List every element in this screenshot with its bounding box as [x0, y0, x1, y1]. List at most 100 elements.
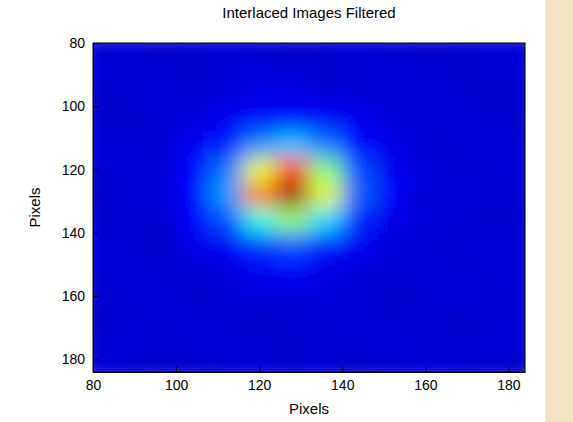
heatmap-cell: [508, 334, 525, 360]
heatmap-cell: [475, 56, 509, 82]
tick: 140: [331, 367, 355, 393]
tick-label: 160: [62, 288, 86, 304]
heatmap-cell: [176, 258, 210, 284]
heatmap-cell: [276, 208, 310, 234]
heatmap-cell: [342, 283, 376, 309]
heatmap-cell: [276, 81, 310, 107]
heatmap-cell: [375, 334, 409, 360]
tick: 120: [62, 162, 98, 178]
tick-label: 100: [62, 98, 86, 114]
heatmap-cell: [475, 283, 509, 309]
heatmap-cell: [209, 182, 243, 208]
heatmap-cell: [342, 233, 376, 259]
heatmap-cell: [276, 233, 310, 259]
heatmap-cell: [276, 182, 310, 208]
heatmap-cell: [375, 258, 409, 284]
heatmap-cell: [309, 106, 343, 132]
heatmap-cell: [143, 106, 177, 132]
plot-frame: [93, 43, 525, 372]
heatmap-cell: [110, 182, 144, 208]
heatmap-cell: [342, 56, 376, 82]
heatmap-cell: [342, 182, 376, 208]
heatmap-cell: [309, 283, 343, 309]
heatmap-cell: [309, 43, 343, 56]
heatmap-cell: [243, 208, 277, 234]
heatmap-cell: [442, 359, 476, 372]
chart-title: Interlaced Images Filtered: [222, 4, 395, 21]
tick-mark: [508, 367, 509, 372]
heatmap-cell: [375, 106, 409, 132]
heatmap-cell: [309, 157, 343, 183]
heatmap-cell: [309, 359, 343, 372]
tick-mark: [259, 367, 260, 372]
tick: 100: [165, 367, 189, 393]
heatmap-cell: [375, 208, 409, 234]
heatmap-cell: [409, 182, 443, 208]
tick-label: 160: [414, 377, 438, 393]
heatmap-cell: [243, 233, 277, 259]
heatmap-cell: [110, 283, 144, 309]
heatmap-cell: [342, 309, 376, 335]
heatmap-cell: [409, 334, 443, 360]
heatmap-cell: [93, 132, 110, 158]
heatmap-cell: [309, 182, 343, 208]
heatmap-cell: [342, 208, 376, 234]
heatmap-cell: [110, 132, 144, 158]
heatmap-cell: [508, 182, 525, 208]
heatmap-cell: [209, 132, 243, 158]
tick-label: 180: [62, 351, 86, 367]
heatmap-cell: [243, 258, 277, 284]
heatmap-cell: [442, 334, 476, 360]
heatmap-cell: [243, 359, 277, 372]
heatmap-cell: [475, 258, 509, 284]
heatmap-cell: [508, 132, 525, 158]
heatmap-cell: [375, 182, 409, 208]
heatmap-cell: [442, 43, 476, 56]
heatmap-cell: [475, 334, 509, 360]
tick: 160: [414, 367, 438, 393]
tick-label: 120: [62, 162, 86, 178]
heatmap-cell: [209, 43, 243, 56]
tick-mark: [93, 43, 98, 44]
heatmap-cell: [375, 81, 409, 107]
heatmap-cell: [243, 283, 277, 309]
heatmap-cell: [309, 309, 343, 335]
heatmap-cell: [93, 309, 110, 335]
heatmap-cell: [475, 233, 509, 259]
heatmap-cell: [375, 157, 409, 183]
heatmap-cell: [442, 56, 476, 82]
heatmap-cell: [442, 132, 476, 158]
heatmap-cell: [110, 334, 144, 360]
heatmap-cell: [176, 359, 210, 372]
heatmap-cell: [508, 359, 525, 372]
heatmap-cell: [93, 233, 110, 259]
heatmap-cell: [209, 81, 243, 107]
heatmap-cell: [276, 359, 310, 372]
heatmap-cell: [110, 81, 144, 107]
heatmap-cell: [508, 233, 525, 259]
heatmap-cell: [409, 106, 443, 132]
heatmap-cell: [176, 182, 210, 208]
heatmap-cell: [342, 157, 376, 183]
heatmap-cell: [143, 182, 177, 208]
heatmap-cell: [176, 309, 210, 335]
y-axis: 80100120140160180: [62, 35, 98, 373]
heatmap-cell: [475, 132, 509, 158]
heatmap-cell: [176, 81, 210, 107]
heatmap-cell: [475, 182, 509, 208]
heatmap-cell: [143, 157, 177, 183]
heatmap-cell: [93, 81, 110, 107]
tick: 140: [62, 225, 98, 241]
heatmap-cell: [143, 283, 177, 309]
tick-mark: [425, 367, 426, 372]
tick: 100: [62, 98, 98, 114]
heatmap-cell: [442, 208, 476, 234]
heatmap-cell: [176, 233, 210, 259]
heatmap-cell: [508, 56, 525, 82]
heatmap-cell: [475, 43, 509, 56]
heatmap-cell: [209, 106, 243, 132]
heatmap-cell: [375, 283, 409, 309]
heatmap-cell: [209, 233, 243, 259]
heatmap-cell: [143, 334, 177, 360]
heatmap-cell: [243, 81, 277, 107]
